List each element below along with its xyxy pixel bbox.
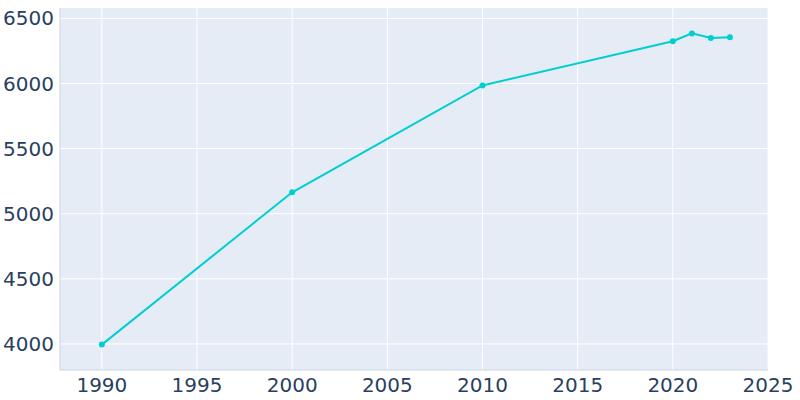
y-tick-label: 5000: [3, 202, 54, 226]
x-grid-line: [197, 8, 198, 370]
x-grid-line: [292, 8, 293, 370]
x-tick-label: 2005: [362, 373, 413, 397]
y-grid-line: [60, 83, 768, 84]
y-tick-label: 4000: [3, 332, 54, 356]
chart-container: 4000 4500 5000 5500 6000 6500 1990 1995 2000 2005…: [0, 0, 800, 400]
y-grid-line: [60, 18, 768, 19]
chart-svg: 4000 4500 5000 5500 6000 6500 1990 1995 2000 2005…: [0, 0, 800, 400]
x-grid-line: [768, 8, 769, 370]
marker: [99, 342, 105, 348]
marker: [670, 38, 676, 44]
y-grid-line: [60, 148, 768, 149]
y-grid-line: [60, 213, 768, 214]
plot-background: [60, 8, 768, 370]
y-grid-line: [60, 278, 768, 279]
y-tick-label: 4500: [3, 267, 54, 291]
x-grid-line: [387, 8, 388, 370]
x-tick-label: 2025: [743, 373, 794, 397]
marker: [480, 82, 486, 88]
x-grid-line: [672, 8, 673, 370]
y-axis-line: [60, 8, 61, 370]
x-tick-label: 2000: [267, 373, 318, 397]
x-grid-line: [482, 8, 483, 370]
line: [102, 33, 730, 344]
marker: [727, 34, 733, 40]
series-group: [99, 30, 733, 347]
y-tick-label: 6500: [3, 6, 54, 30]
marker: [689, 30, 695, 36]
y-tick-label: 6000: [3, 72, 54, 96]
y-grid-line: [60, 343, 768, 344]
x-tick-label: 2010: [457, 373, 508, 397]
x-tick-label: 1995: [172, 373, 223, 397]
marker: [708, 35, 714, 41]
x-axis-line: [60, 370, 768, 371]
y-tick-label: 5500: [3, 137, 54, 161]
x-tick-label: 1990: [76, 373, 127, 397]
x-tick-label: 2015: [552, 373, 603, 397]
x-grid-line: [101, 8, 102, 370]
marker: [289, 189, 295, 195]
x-tick-label: 2020: [647, 373, 698, 397]
